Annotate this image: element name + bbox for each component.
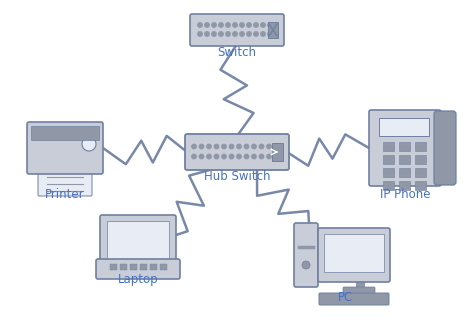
FancyBboxPatch shape bbox=[319, 293, 389, 305]
Circle shape bbox=[252, 154, 256, 159]
Bar bbox=[379, 118, 429, 136]
Bar bbox=[415, 155, 426, 164]
Circle shape bbox=[198, 23, 202, 27]
Circle shape bbox=[252, 144, 256, 149]
Circle shape bbox=[226, 23, 230, 27]
Circle shape bbox=[207, 154, 211, 159]
Bar bbox=[31, 126, 99, 140]
FancyBboxPatch shape bbox=[318, 228, 390, 282]
Bar bbox=[43, 128, 87, 135]
FancyBboxPatch shape bbox=[96, 259, 180, 279]
Bar bbox=[130, 264, 137, 270]
Circle shape bbox=[192, 154, 196, 159]
Bar bbox=[399, 181, 410, 190]
Circle shape bbox=[240, 32, 244, 36]
Bar bbox=[272, 143, 283, 161]
Circle shape bbox=[261, 32, 265, 36]
Circle shape bbox=[233, 32, 237, 36]
Bar bbox=[399, 155, 410, 164]
Circle shape bbox=[219, 32, 223, 36]
Bar bbox=[324, 234, 384, 272]
Circle shape bbox=[244, 144, 249, 149]
Circle shape bbox=[267, 144, 271, 149]
Circle shape bbox=[233, 23, 237, 27]
Text: IP Phone: IP Phone bbox=[380, 188, 430, 201]
Circle shape bbox=[302, 261, 310, 269]
Circle shape bbox=[247, 32, 251, 36]
Bar bbox=[383, 181, 394, 190]
Text: Switch: Switch bbox=[218, 46, 256, 59]
Bar bbox=[160, 264, 167, 270]
Circle shape bbox=[214, 144, 219, 149]
Circle shape bbox=[214, 154, 219, 159]
Circle shape bbox=[254, 23, 258, 27]
Bar bbox=[399, 142, 410, 151]
Bar bbox=[415, 142, 426, 151]
Circle shape bbox=[198, 32, 202, 36]
Text: Printer: Printer bbox=[45, 188, 85, 201]
Bar bbox=[120, 264, 127, 270]
Bar bbox=[356, 278, 364, 290]
Text: PC: PC bbox=[338, 291, 354, 304]
Circle shape bbox=[267, 154, 271, 159]
Circle shape bbox=[259, 154, 264, 159]
FancyBboxPatch shape bbox=[369, 110, 441, 186]
Circle shape bbox=[268, 23, 272, 27]
Bar bbox=[110, 264, 117, 270]
FancyBboxPatch shape bbox=[190, 14, 284, 46]
Circle shape bbox=[254, 32, 258, 36]
Circle shape bbox=[247, 23, 251, 27]
Circle shape bbox=[240, 23, 244, 27]
Circle shape bbox=[192, 144, 196, 149]
FancyBboxPatch shape bbox=[294, 223, 318, 287]
Circle shape bbox=[219, 23, 223, 27]
Circle shape bbox=[222, 144, 226, 149]
Bar bbox=[383, 142, 394, 151]
Circle shape bbox=[259, 144, 264, 149]
FancyBboxPatch shape bbox=[434, 111, 456, 185]
Text: Laptop: Laptop bbox=[118, 273, 158, 286]
Circle shape bbox=[237, 154, 241, 159]
Circle shape bbox=[229, 144, 234, 149]
Circle shape bbox=[205, 23, 209, 27]
Circle shape bbox=[212, 23, 216, 27]
Text: Hub Switch: Hub Switch bbox=[204, 170, 270, 183]
Circle shape bbox=[244, 154, 249, 159]
Bar bbox=[383, 168, 394, 177]
FancyBboxPatch shape bbox=[27, 122, 103, 174]
Bar bbox=[399, 168, 410, 177]
FancyBboxPatch shape bbox=[100, 215, 176, 265]
Circle shape bbox=[207, 144, 211, 149]
Circle shape bbox=[82, 137, 96, 151]
Bar bbox=[140, 264, 147, 270]
Circle shape bbox=[205, 32, 209, 36]
Circle shape bbox=[268, 32, 272, 36]
Bar bbox=[150, 264, 157, 270]
Circle shape bbox=[199, 154, 204, 159]
Bar bbox=[415, 168, 426, 177]
Circle shape bbox=[212, 32, 216, 36]
FancyBboxPatch shape bbox=[343, 287, 375, 297]
Circle shape bbox=[229, 154, 234, 159]
Bar bbox=[268, 22, 278, 38]
Circle shape bbox=[199, 144, 204, 149]
Circle shape bbox=[222, 154, 226, 159]
FancyBboxPatch shape bbox=[38, 166, 92, 196]
Bar bbox=[107, 221, 169, 258]
Bar bbox=[383, 155, 394, 164]
Bar bbox=[415, 181, 426, 190]
Circle shape bbox=[226, 32, 230, 36]
Circle shape bbox=[261, 23, 265, 27]
Circle shape bbox=[237, 144, 241, 149]
FancyBboxPatch shape bbox=[185, 134, 289, 170]
